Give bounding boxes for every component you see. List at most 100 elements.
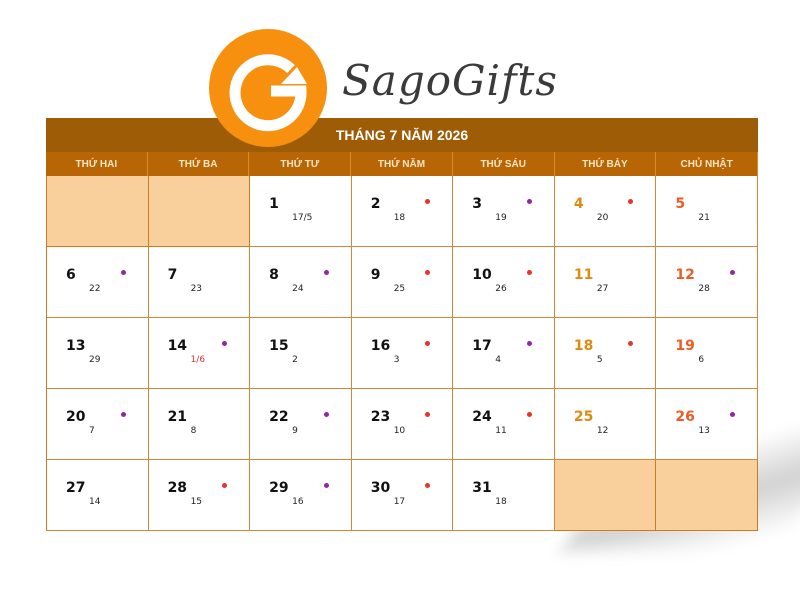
lunar-date: 9: [292, 426, 298, 436]
lunar-date: 17/5: [292, 213, 313, 223]
lunar-date: 8: [190, 426, 197, 436]
event-dot-icon: [526, 270, 532, 275]
lunar-date: 20: [596, 213, 609, 223]
weekday-label: CHỦ NHẬT: [656, 152, 758, 176]
day-cell[interactable]: 6 22: [47, 247, 149, 318]
day-cell[interactable]: 8 24: [250, 247, 352, 318]
weekday-label: THỨ HAI: [46, 152, 148, 176]
day-cell[interactable]: 17 4: [453, 318, 555, 389]
lunar-date: 29: [89, 355, 101, 365]
weekday-label: THỨ BẢY: [555, 152, 657, 176]
event-dot-icon: [729, 270, 735, 275]
day-number: 28: [167, 480, 188, 496]
day-cell[interactable]: 23 10: [351, 389, 454, 460]
event-dot-icon: [425, 341, 431, 346]
event-dot-icon: [425, 199, 431, 204]
event-dot-icon: [323, 270, 329, 275]
day-cell[interactable]: 16 3: [351, 318, 454, 389]
lunar-date: 28: [698, 284, 710, 294]
day-number: 30: [370, 480, 391, 496]
day-cell[interactable]: 13 29: [47, 318, 149, 389]
weekday-label: THỨ TƯ: [249, 152, 352, 176]
day-number: 23: [370, 409, 391, 425]
day-cell[interactable]: 30 17: [351, 460, 454, 531]
day-number: 27: [66, 480, 86, 496]
day-number: 3: [472, 196, 483, 212]
day-cell[interactable]: 20 7: [47, 389, 149, 460]
day-cell[interactable]: 14 1/6: [148, 318, 251, 389]
event-dot-icon: [120, 270, 126, 275]
day-cell[interactable]: 11 27: [554, 247, 657, 318]
lunar-date: 19: [495, 213, 507, 223]
lunar-date: 18: [393, 213, 406, 223]
lunar-date: 27: [596, 284, 609, 294]
calendar-title: THÁNG 7 NĂM 2026: [46, 118, 758, 152]
day-number: 20: [66, 409, 86, 425]
lunar-date: 17: [393, 497, 406, 507]
lunar-date: 4: [495, 355, 502, 365]
event-dot-icon: [526, 199, 532, 204]
day-cell[interactable]: 27 14: [47, 460, 149, 531]
day-cell[interactable]: 4 20: [554, 176, 657, 247]
lunar-date: 25: [393, 284, 406, 294]
lunar-date: 10: [393, 426, 406, 436]
lunar-date: 7: [89, 426, 95, 436]
lunar-date: 1/6: [190, 355, 206, 365]
day-cell[interactable]: 15 2: [250, 318, 352, 389]
day-number: 1: [269, 196, 279, 212]
day-number: 11: [573, 267, 594, 283]
weekday-label: THỨ SÁU: [453, 152, 555, 176]
day-number: 31: [472, 480, 492, 496]
event-dot-icon: [425, 412, 431, 417]
day-cell[interactable]: 28 15: [148, 460, 251, 531]
day-number: 9: [370, 267, 381, 283]
weekday-label: THỨ NĂM: [351, 152, 453, 176]
day-cell[interactable]: 19 6: [656, 318, 758, 389]
day-cell[interactable]: 22 9: [250, 389, 352, 460]
lunar-date: 22: [89, 284, 101, 294]
day-number: 4: [573, 196, 584, 212]
weekday-label: THỨ BA: [148, 152, 250, 176]
day-cell[interactable]: 31 18: [453, 460, 555, 531]
day-number: 21: [167, 409, 188, 425]
day-number: 10: [472, 267, 492, 283]
day-cell[interactable]: 29 16: [250, 460, 352, 531]
empty-cell: [148, 176, 251, 247]
lunar-date: 15: [190, 497, 203, 507]
day-number: 7: [167, 267, 178, 283]
empty-cell: [656, 460, 758, 531]
lunar-date: 3: [393, 355, 400, 365]
day-number: 15: [269, 338, 289, 354]
day-number: 22: [269, 409, 289, 425]
event-dot-icon: [425, 483, 431, 488]
day-cell[interactable]: 26 13: [656, 389, 758, 460]
day-cell[interactable]: 5 21: [656, 176, 758, 247]
day-cell[interactable]: 24 11: [453, 389, 555, 460]
day-number: 26: [675, 409, 695, 425]
day-cell[interactable]: 12 28: [656, 247, 758, 318]
day-cell[interactable]: 3 19: [453, 176, 555, 247]
day-cell[interactable]: 9 25: [351, 247, 454, 318]
day-cell[interactable]: 2 18: [351, 176, 454, 247]
event-dot-icon: [222, 483, 228, 488]
day-cell[interactable]: 7 23: [148, 247, 251, 318]
day-grid: 1 17/5 2 18 3 19 4 20 5 21 6 22 7 23 8 24 9 25 10 26 11 27 12 2…: [46, 176, 758, 531]
lunar-date: 16: [292, 497, 304, 507]
event-dot-icon: [526, 341, 532, 346]
day-cell[interactable]: 18 5: [554, 318, 657, 389]
lunar-date: 18: [495, 497, 507, 507]
day-cell[interactable]: 10 26: [453, 247, 555, 318]
day-number: 19: [675, 338, 695, 354]
day-number: 2: [370, 196, 381, 212]
day-number: 18: [573, 338, 594, 354]
day-cell[interactable]: 25 12: [554, 389, 657, 460]
event-dot-icon: [323, 483, 329, 488]
event-dot-icon: [729, 412, 735, 417]
day-number: 14: [167, 338, 188, 354]
empty-cell: [554, 460, 657, 531]
lunar-date: 14: [89, 497, 101, 507]
day-number: 24: [472, 409, 492, 425]
day-cell[interactable]: 1 17/5: [250, 176, 352, 247]
day-number: 5: [675, 196, 686, 212]
